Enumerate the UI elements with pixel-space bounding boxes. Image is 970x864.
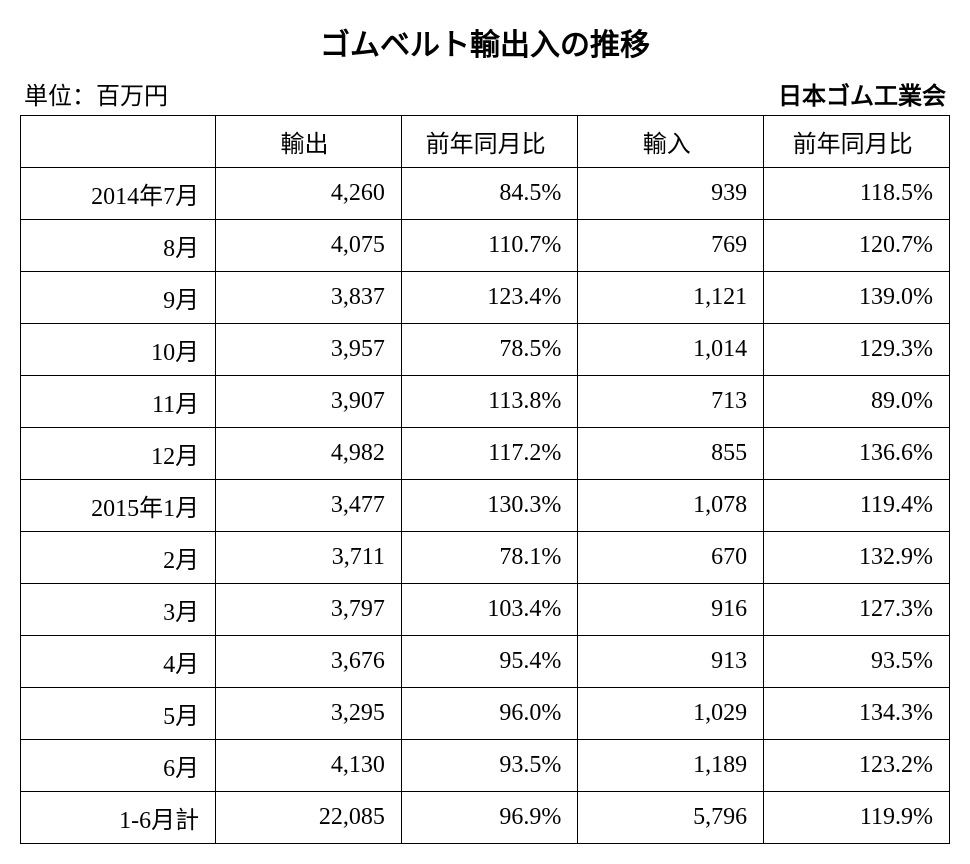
table-cell: 713 [578,376,764,428]
col-header-period [21,116,216,168]
table-cell: 4,075 [216,220,402,272]
table-cell: 9月 [21,272,216,324]
table-row: 10月3,95778.5%1,014129.3% [21,324,950,376]
table-cell: 3,837 [216,272,402,324]
table-cell: 117.2% [401,428,578,480]
table-cell: 8月 [21,220,216,272]
table-cell: 113.8% [401,376,578,428]
table-cell: 2月 [21,532,216,584]
table-cell: 129.3% [764,324,950,376]
table-cell: 119.9% [764,792,950,844]
table-cell: 132.9% [764,532,950,584]
table-row: 12月4,982117.2%855136.6% [21,428,950,480]
table-cell: 22,085 [216,792,402,844]
table-cell: 3,957 [216,324,402,376]
table-cell: 5月 [21,688,216,740]
table-cell: 1,078 [578,480,764,532]
table-cell: 96.0% [401,688,578,740]
table-cell: 118.5% [764,168,950,220]
table-cell: 11月 [21,376,216,428]
table-cell: 4月 [21,636,216,688]
table-cell: 130.3% [401,480,578,532]
subheader: 単位：百万円 日本ゴム工業会 [20,76,950,111]
table-row: 9月3,837123.4%1,121139.0% [21,272,950,324]
table-cell: 12月 [21,428,216,480]
table-cell: 939 [578,168,764,220]
table-cell: 127.3% [764,584,950,636]
table-row: 5月3,29596.0%1,029134.3% [21,688,950,740]
table-cell: 670 [578,532,764,584]
table-cell: 3,907 [216,376,402,428]
table-cell: 78.5% [401,324,578,376]
table-cell: 3,797 [216,584,402,636]
table-cell: 134.3% [764,688,950,740]
table-cell: 123.4% [401,272,578,324]
table-row: 3月3,797103.4%916127.3% [21,584,950,636]
table-cell: 120.7% [764,220,950,272]
table-row: 2015年1月3,477130.3%1,078119.4% [21,480,950,532]
table-cell: 3,676 [216,636,402,688]
table-cell: 2015年1月 [21,480,216,532]
table-cell: 103.4% [401,584,578,636]
col-header-export-yoy: 前年同月比 [401,116,578,168]
table-header-row: 輸出 前年同月比 輸入 前年同月比 [21,116,950,168]
table-row: 8月4,075110.7%769120.7% [21,220,950,272]
col-header-import-yoy: 前年同月比 [764,116,950,168]
table-cell: 95.4% [401,636,578,688]
table-cell: 769 [578,220,764,272]
table-row: 2014年7月4,26084.5%939118.5% [21,168,950,220]
table-cell: 139.0% [764,272,950,324]
page-title: ゴムベルト輸出入の推移 [20,20,950,64]
table-cell: 1,121 [578,272,764,324]
table-cell: 5,796 [578,792,764,844]
table-cell: 4,982 [216,428,402,480]
table-cell: 913 [578,636,764,688]
table-cell: 96.9% [401,792,578,844]
unit-label: 単位：百万円 [24,76,168,111]
table-cell: 136.6% [764,428,950,480]
table-cell: 1,014 [578,324,764,376]
table-cell: 119.4% [764,480,950,532]
table-cell: 916 [578,584,764,636]
table-cell: 1,029 [578,688,764,740]
table-cell: 93.5% [764,636,950,688]
table-cell: 1-6月計 [21,792,216,844]
table-body: 2014年7月4,26084.5%939118.5%8月4,075110.7%7… [21,168,950,844]
table-cell: 2014年7月 [21,168,216,220]
table-cell: 3,477 [216,480,402,532]
table-cell: 78.1% [401,532,578,584]
col-header-import: 輸入 [578,116,764,168]
table-row: 11月3,907113.8%71389.0% [21,376,950,428]
table-cell: 10月 [21,324,216,376]
col-header-export: 輸出 [216,116,402,168]
table-row: 2月3,71178.1%670132.9% [21,532,950,584]
table-cell: 3月 [21,584,216,636]
table-cell: 110.7% [401,220,578,272]
table-cell: 3,295 [216,688,402,740]
table-row: 1-6月計22,08596.9%5,796119.9% [21,792,950,844]
table-cell: 3,711 [216,532,402,584]
table-cell: 84.5% [401,168,578,220]
table-cell: 855 [578,428,764,480]
table-cell: 89.0% [764,376,950,428]
source-label: 日本ゴム工業会 [778,76,946,111]
table-row: 4月3,67695.4%91393.5% [21,636,950,688]
table-cell: 4,260 [216,168,402,220]
data-table: 輸出 前年同月比 輸入 前年同月比 2014年7月4,26084.5%93911… [20,115,950,844]
